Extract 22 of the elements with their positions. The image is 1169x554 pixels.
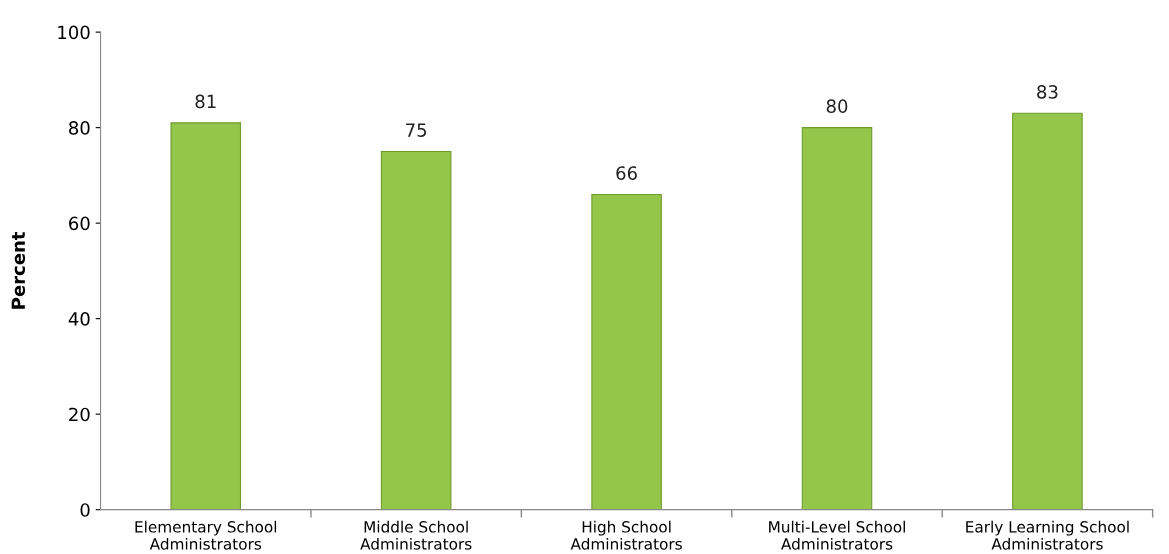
x-tick-label: High School Administrators — [570, 520, 682, 550]
bar — [170, 122, 242, 510]
y-tick-label: 60 — [69, 216, 90, 231]
data-label: 83 — [1037, 85, 1058, 99]
y-tick-label: 0 — [80, 503, 90, 517]
x-tick-label: Multi-Level School Administrators — [769, 520, 905, 550]
y-axis-title: Percent — [11, 231, 26, 309]
bar — [1012, 112, 1083, 510]
bar — [380, 150, 452, 510]
data-label: 81 — [195, 94, 216, 109]
data-label: 75 — [406, 123, 427, 137]
x-tick-label: Middle School Administrators — [360, 520, 472, 550]
x-tick-label: Early Learning School Administrators — [966, 520, 1129, 550]
y-tick-label: 80 — [69, 121, 90, 135]
y-tick-label: 20 — [69, 407, 90, 422]
y-tick-label: 100 — [58, 25, 90, 40]
data-label: 80 — [826, 99, 848, 114]
bar — [801, 127, 873, 510]
data-label: 66 — [616, 166, 637, 180]
x-tick-label: Elementary School Administrators — [135, 520, 277, 550]
bar — [591, 193, 662, 510]
y-tick-label: 40 — [68, 312, 90, 326]
